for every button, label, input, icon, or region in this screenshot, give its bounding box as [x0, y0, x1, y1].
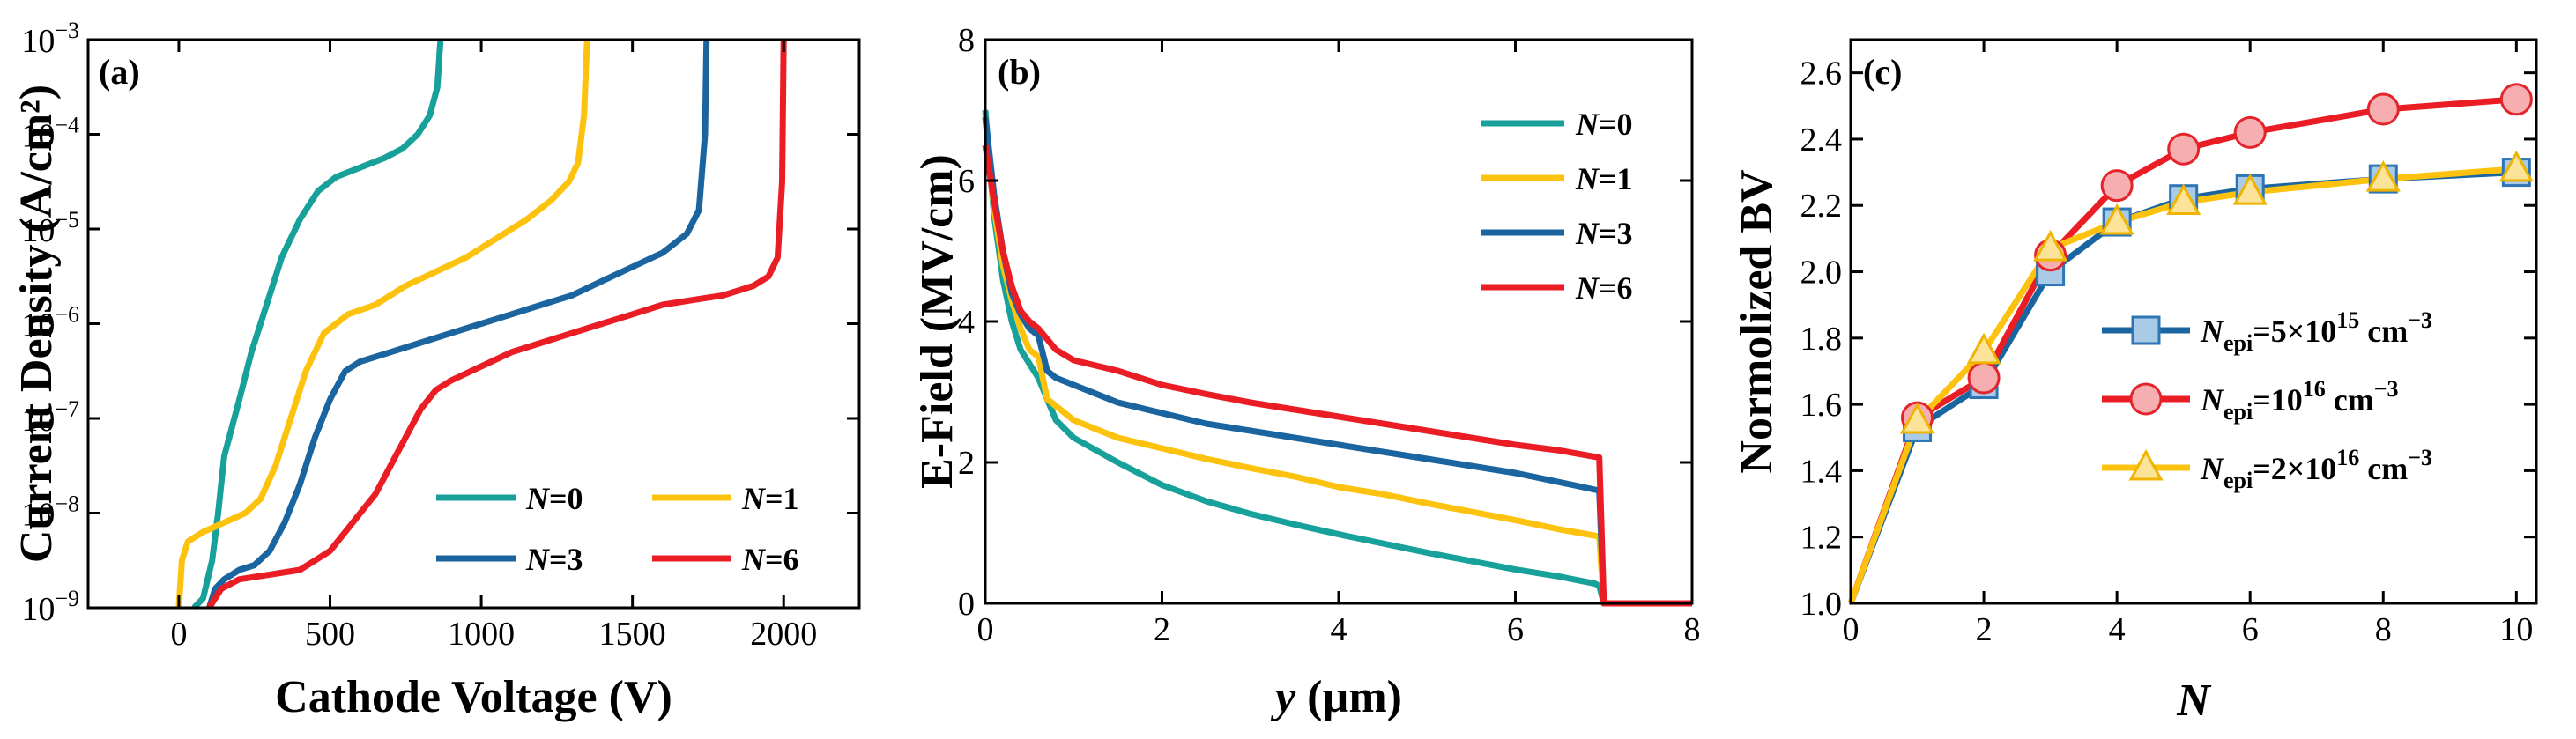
x-tick-label: 0 — [1843, 611, 1860, 648]
panel-a-current-density: 0 500 1000 1500 2000 10−9 10−8 10−7 10−6 10−5 10−4… — [11, 18, 861, 722]
series-line-n-0 — [982, 109, 1692, 607]
y-axis-label: Current Density (A/cm²) — [11, 85, 62, 563]
legend-label-square: Nepi=5×1015 cm−3 — [2200, 307, 2432, 356]
panel-b-efield: 0 2 4 6 8 0 2 4 6 8 (b) y (µm) E-Field (MV/cm) N=0 N=1… — [912, 22, 1701, 722]
series-line-n-6 — [206, 39, 787, 610]
panel-c-plot-frame — [1849, 38, 2538, 605]
x-tick-label: 4 — [1331, 611, 1347, 648]
series-line-n-3 — [205, 39, 710, 610]
x-tick-label: 10 — [2499, 611, 2533, 648]
y-tick-label: 10−6 — [21, 302, 79, 344]
y-tick-label: 10−9 — [21, 586, 79, 628]
x-tick-label: 4 — [2109, 611, 2126, 648]
legend-marker-square — [2131, 315, 2161, 345]
series-line-triangle — [1847, 166, 2517, 605]
legend-marker-circle — [2129, 382, 2163, 416]
y-tick-label: 2.2 — [1800, 188, 1843, 225]
data-point-circle — [1967, 361, 2001, 395]
x-tick-label: 2000 — [750, 616, 817, 653]
data-point-triangle — [2099, 203, 2134, 235]
legend-label-n-0: N=0 — [525, 481, 583, 516]
data-point-circle — [2233, 115, 2267, 149]
x-tick-label: 500 — [305, 616, 355, 653]
panel-label: (b) — [998, 52, 1041, 92]
x-tick-label: 6 — [1507, 611, 1524, 648]
series-line-n-1 — [175, 39, 590, 609]
data-point-triangle — [1966, 332, 2001, 365]
x-axis-label: y (µm) — [1270, 672, 1402, 722]
x-axis-label: N — [2176, 676, 2212, 726]
panel-label: (a) — [99, 52, 140, 92]
y-tick-label: 10−3 — [21, 18, 79, 60]
y-tick-label: 6 — [958, 163, 975, 200]
legend-label-triangle: Nepi=2×1016 cm−3 — [2200, 445, 2432, 493]
y-tick-label: 10−8 — [21, 491, 79, 534]
data-point-triangle — [2033, 230, 2068, 262]
x-tick-label: 6 — [2242, 611, 2259, 648]
data-point-triangle — [2166, 183, 2201, 215]
data-point-triangle — [2365, 159, 2401, 192]
y-axis-label: E-Field (MV/cm) — [912, 154, 962, 489]
y-tick-label: 8 — [958, 22, 975, 59]
y-tick-label: 2 — [958, 445, 975, 482]
x-axis-label: Cathode Voltage (V) — [275, 672, 672, 722]
legend-label-n-1: N=1 — [741, 481, 799, 516]
y-tick-label: 1.6 — [1800, 387, 1843, 424]
y-tick-label: 10−4 — [21, 113, 79, 155]
x-tick-label: 8 — [1684, 611, 1701, 648]
y-tick-label: 1.2 — [1800, 520, 1843, 557]
y-tick-label: 4 — [958, 304, 975, 341]
data-point-triangle — [1900, 402, 1935, 434]
data-point-triangle — [2498, 150, 2534, 182]
y-tick-label: 2.0 — [1800, 255, 1843, 292]
x-tick-label: 2 — [1976, 611, 1993, 648]
data-point-circle — [2167, 132, 2201, 166]
legend-marker-triangle — [2128, 448, 2164, 481]
legend-label-n-0: N=0 — [1575, 107, 1633, 142]
series-line-n-0 — [191, 39, 444, 610]
x-tick-label: 8 — [2375, 611, 2392, 648]
panel-label: (c) — [1863, 52, 1902, 92]
y-tick-label: 2.4 — [1800, 122, 1843, 159]
y-tick-label: 2.6 — [1800, 55, 1843, 92]
data-point-circle — [2100, 169, 2134, 203]
y-tick-label: 1.0 — [1800, 586, 1843, 623]
x-tick-label: 1500 — [599, 616, 666, 653]
y-axis-label: Normolized BV — [1732, 169, 1782, 473]
legend-label-n-6: N=6 — [1575, 270, 1633, 306]
x-tick-label: 0 — [170, 616, 187, 653]
legend-label-circle: Nepi=1016 cm−3 — [2200, 376, 2399, 425]
legend-label-n-1: N=1 — [1575, 161, 1633, 196]
legend-label-n-6: N=6 — [741, 542, 799, 577]
series-line-n-6 — [982, 144, 1692, 607]
legend-label-n-3: N=3 — [1575, 216, 1633, 251]
legend-label-n-3: N=3 — [525, 542, 583, 577]
data-point-triangle — [2232, 174, 2268, 205]
y-tick-label: 10−7 — [21, 396, 79, 439]
y-tick-label: 10−5 — [21, 207, 79, 249]
panel-c-normalized-bv: 0 2 4 6 8 10 1.0 1.2 1.4 1.6 1.8 2.0 2.2 2.4 2.6 (c) N No… — [1732, 38, 2538, 726]
data-point-circle — [2366, 92, 2400, 126]
y-tick-label: 1.4 — [1800, 453, 1843, 490]
data-point-circle — [2499, 83, 2533, 116]
x-tick-label: 0 — [977, 611, 994, 648]
x-tick-label: 2 — [1154, 611, 1170, 648]
y-tick-label: 0 — [958, 586, 975, 623]
y-tick-label: 1.8 — [1800, 321, 1843, 358]
series-line-n-1 — [982, 116, 1692, 607]
x-tick-label: 1000 — [448, 616, 515, 653]
